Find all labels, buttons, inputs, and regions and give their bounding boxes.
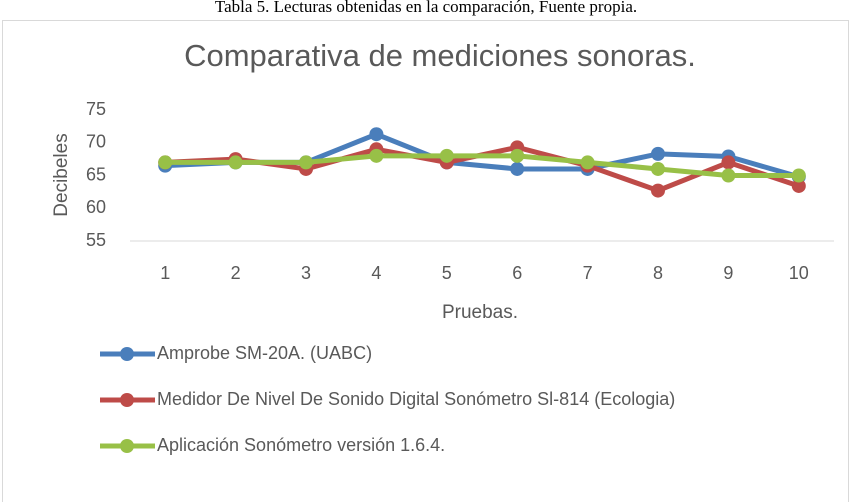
x-tick-label: 1 [160,263,170,283]
data-point [721,155,736,170]
x-tick-label: 3 [301,263,311,283]
y-tick-label: 75 [86,99,106,119]
data-point [651,146,665,161]
legend-marker [120,347,134,361]
y-tick-label: 70 [86,132,106,152]
data-point [721,168,736,183]
data-point [510,161,525,176]
chart-title: Comparativa de mediciones sonoras. [184,38,696,73]
legend-label: Medidor De Nivel De Sonido Digital Sonóm… [157,389,675,409]
caption: Tabla 5. Lecturas obtenidas en la compar… [215,0,637,16]
data-point [369,148,384,163]
data-point [369,127,384,142]
y-axis-label: Decibeles [51,133,72,216]
chart-border [2,20,849,502]
legend-label: Aplicación Sonómetro versión 1.6.4. [157,435,445,455]
data-point [791,168,806,183]
data-point [580,155,595,170]
legend-label: Amprobe SM-20A. (UABC) [157,343,372,363]
x-tick-label: 6 [512,263,522,283]
x-tick-label: 2 [231,263,241,283]
data-point [228,155,243,170]
x-tick-label: 9 [723,263,733,283]
y-tick-label: 60 [86,197,106,217]
data-point [651,183,665,198]
y-tick-label: 55 [86,230,106,250]
data-point [510,148,525,163]
x-tick-label: 4 [371,263,381,283]
x-tick-label: 10 [789,263,809,283]
x-axis-label: Pruebas. [442,302,518,323]
legend-marker [120,393,134,407]
legend-marker [120,439,134,453]
x-tick-label: 8 [653,263,663,283]
y-tick-label: 65 [86,164,106,184]
data-point [299,155,313,170]
x-tick-label: 7 [583,263,593,283]
data-point [651,161,665,176]
data-point [439,148,454,163]
data-point [158,155,173,170]
data-point [791,178,806,193]
x-tick-label: 5 [442,263,452,283]
series-line [165,153,799,178]
